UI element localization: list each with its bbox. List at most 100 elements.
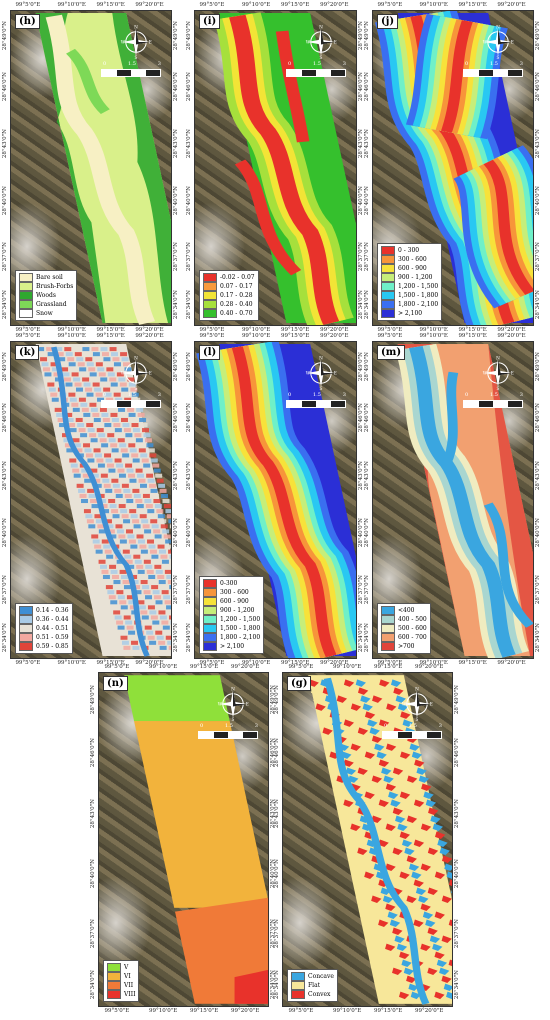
legend-swatch — [19, 624, 33, 633]
legend-swatch — [19, 309, 33, 318]
legend-label: 600 - 900 — [220, 598, 249, 605]
legend-item: Concave — [291, 972, 334, 981]
lon-tick-label: 99°15'0"E — [96, 333, 125, 339]
legend: 0 - 300 300 - 600 600 - 900 900 - 1,200 … — [377, 243, 443, 321]
legend-item: > 2,100 — [381, 309, 438, 318]
legend-swatch — [381, 291, 395, 300]
lat-tick-label: 28°34'0"N — [173, 622, 179, 652]
scale-mid: 1.5 — [490, 61, 498, 67]
lon-tick-label: 99°15'0"E — [458, 327, 487, 333]
legend-swatch — [203, 588, 217, 597]
lon-tick-label: 99°20'0"E — [231, 1008, 260, 1014]
lat-tick-label: 28°37'0"N — [90, 919, 96, 949]
panel-label: (k) — [15, 345, 40, 360]
lon-tick-label: 99°15'0"E — [458, 333, 487, 339]
compass-e: E — [511, 372, 514, 377]
lon-tick-label: 99°20'0"E — [135, 2, 164, 8]
north-arrow-icon: N S W E — [483, 25, 514, 61]
legend: V VI VII VIII — [103, 960, 140, 1002]
lat-tick-label: 28°46'0"N — [364, 71, 370, 101]
legend-swatch — [203, 282, 217, 291]
lat-tick-label: 28°43'0"N — [2, 128, 8, 158]
lon-tick-label: 99°15'0"E — [374, 1008, 403, 1014]
lat-tick-label: 28°46'0"N — [454, 738, 460, 768]
panel-label: (h) — [15, 14, 40, 29]
study-area-strip — [283, 673, 452, 1006]
map-panel-j: (j) N S W E 0 1.5 3 0 - 300 300 - 600 60… — [372, 10, 534, 326]
north-arrow-icon: N S W E — [218, 687, 249, 723]
lon-tick-label: 99°10'0"E — [241, 327, 271, 333]
legend-item: 500 - 600 — [381, 624, 427, 633]
legend-label: 1,500 - 1,800 — [220, 625, 261, 632]
lat-tick-label: 28°40'0"N — [274, 859, 280, 889]
lat-tick-label: 28°49'0"N — [186, 21, 192, 51]
legend-swatch — [203, 642, 217, 651]
scale-end: 3 — [254, 723, 258, 729]
legend-item: 1,200 - 1,500 — [203, 615, 260, 624]
compass-w: W — [121, 372, 126, 377]
legend-item: 1,500 - 1,800 — [203, 624, 260, 633]
legend-label: 0-300 — [220, 580, 238, 587]
legend-item: 0.28 - 0.40 — [203, 300, 255, 309]
lat-tick-label: 28°43'0"N — [535, 128, 541, 158]
lat-tick-label: 28°49'0"N — [274, 684, 280, 714]
scale-text: 0 1.5 3 — [103, 61, 161, 67]
lon-tick-label: 99°20'0"E — [135, 333, 164, 339]
lat-tick-label: 28°34'0"N — [535, 289, 541, 319]
lon-tick-label: 99°15'0"E — [96, 327, 125, 333]
legend: -0.02 - 0.07 0.07 - 0.17 0.17 - 0.28 0.2… — [199, 270, 259, 321]
legend-label: 600 - 900 — [398, 265, 427, 272]
compass-e: E — [246, 703, 249, 708]
scale-text: 0 1.5 3 — [200, 723, 258, 729]
legend-label: Snow — [36, 310, 53, 317]
lat-tick-label: 28°37'0"N — [364, 242, 370, 272]
classified-strip — [374, 11, 533, 325]
legend-item: 1,800 - 2,100 — [203, 633, 260, 642]
legend-swatch — [203, 624, 217, 633]
legend-item: Woods — [19, 291, 73, 300]
map-panel-i: (i) N S W E 0 1.5 3 -0.02 - 0.07 0.07 - … — [194, 10, 357, 326]
compass-w: W — [306, 372, 311, 377]
lon-tick-label: 99°20'0"E — [497, 327, 526, 333]
lat-tick-label: 28°46'0"N — [2, 71, 8, 101]
classified-strip — [124, 675, 268, 1004]
lon-tick-label: 99°15'0"E — [96, 660, 125, 666]
compass-e: E — [334, 372, 337, 377]
compass-e: E — [149, 41, 152, 46]
legend-label: VI — [124, 973, 131, 980]
lon-tick-label: 99°10'0"E — [419, 333, 448, 339]
lat-tick-label: 28°43'0"N — [274, 798, 280, 828]
legend-label: Flat — [308, 982, 321, 989]
scale-text: 0 1.5 3 — [465, 61, 523, 67]
legend-label: 1,200 - 1,500 — [398, 283, 439, 290]
legend: <400 400 - 500 500 - 600 600 - 700 >700 — [377, 603, 431, 654]
lon-tick-label: 99°15'0"E — [458, 2, 487, 8]
legend-label: > 2,100 — [220, 643, 245, 650]
lat-tick-label: 28°37'0"N — [2, 242, 8, 272]
legend-item: VI — [107, 972, 135, 981]
compass-rose: N S W E — [119, 356, 153, 392]
lat-tick-label: 28°43'0"N — [90, 798, 96, 828]
lon-tick-label: 99°5'0"E — [199, 2, 225, 8]
lat-tick-label: 28°46'0"N — [186, 403, 192, 433]
lat-tick-label: 28°34'0"N — [274, 969, 280, 999]
lat-tick-label: 28°43'0"N — [535, 460, 541, 490]
legend-item: 900 - 1,200 — [203, 606, 260, 615]
compass-rose: N S W E — [216, 687, 250, 723]
compass-rose: N S W E — [119, 25, 153, 61]
compass-n: N — [496, 25, 500, 30]
scale-mid: 1.5 — [225, 723, 233, 729]
lon-tick-label: 99°5'0"E — [104, 664, 130, 670]
lon-tick-label: 99°10'0"E — [57, 327, 86, 333]
scale-start: 0 — [288, 392, 292, 398]
classified-strip — [35, 344, 171, 657]
lat-tick-label: 28°43'0"N — [454, 798, 460, 828]
compass-s: S — [416, 718, 419, 721]
lon-tick-label: 99°20'0"E — [415, 1008, 444, 1014]
legend: Bare soil Brush-Forbs Woods Grassland Sn… — [15, 270, 78, 321]
lon-tick-label: 99°5'0"E — [15, 327, 41, 333]
scale-start: 0 — [103, 392, 107, 398]
legend-label: 0.14 - 0.36 — [36, 607, 69, 614]
lat-tick-label: 28°34'0"N — [173, 289, 179, 319]
north-arrow-icon: N S W E — [483, 356, 514, 392]
